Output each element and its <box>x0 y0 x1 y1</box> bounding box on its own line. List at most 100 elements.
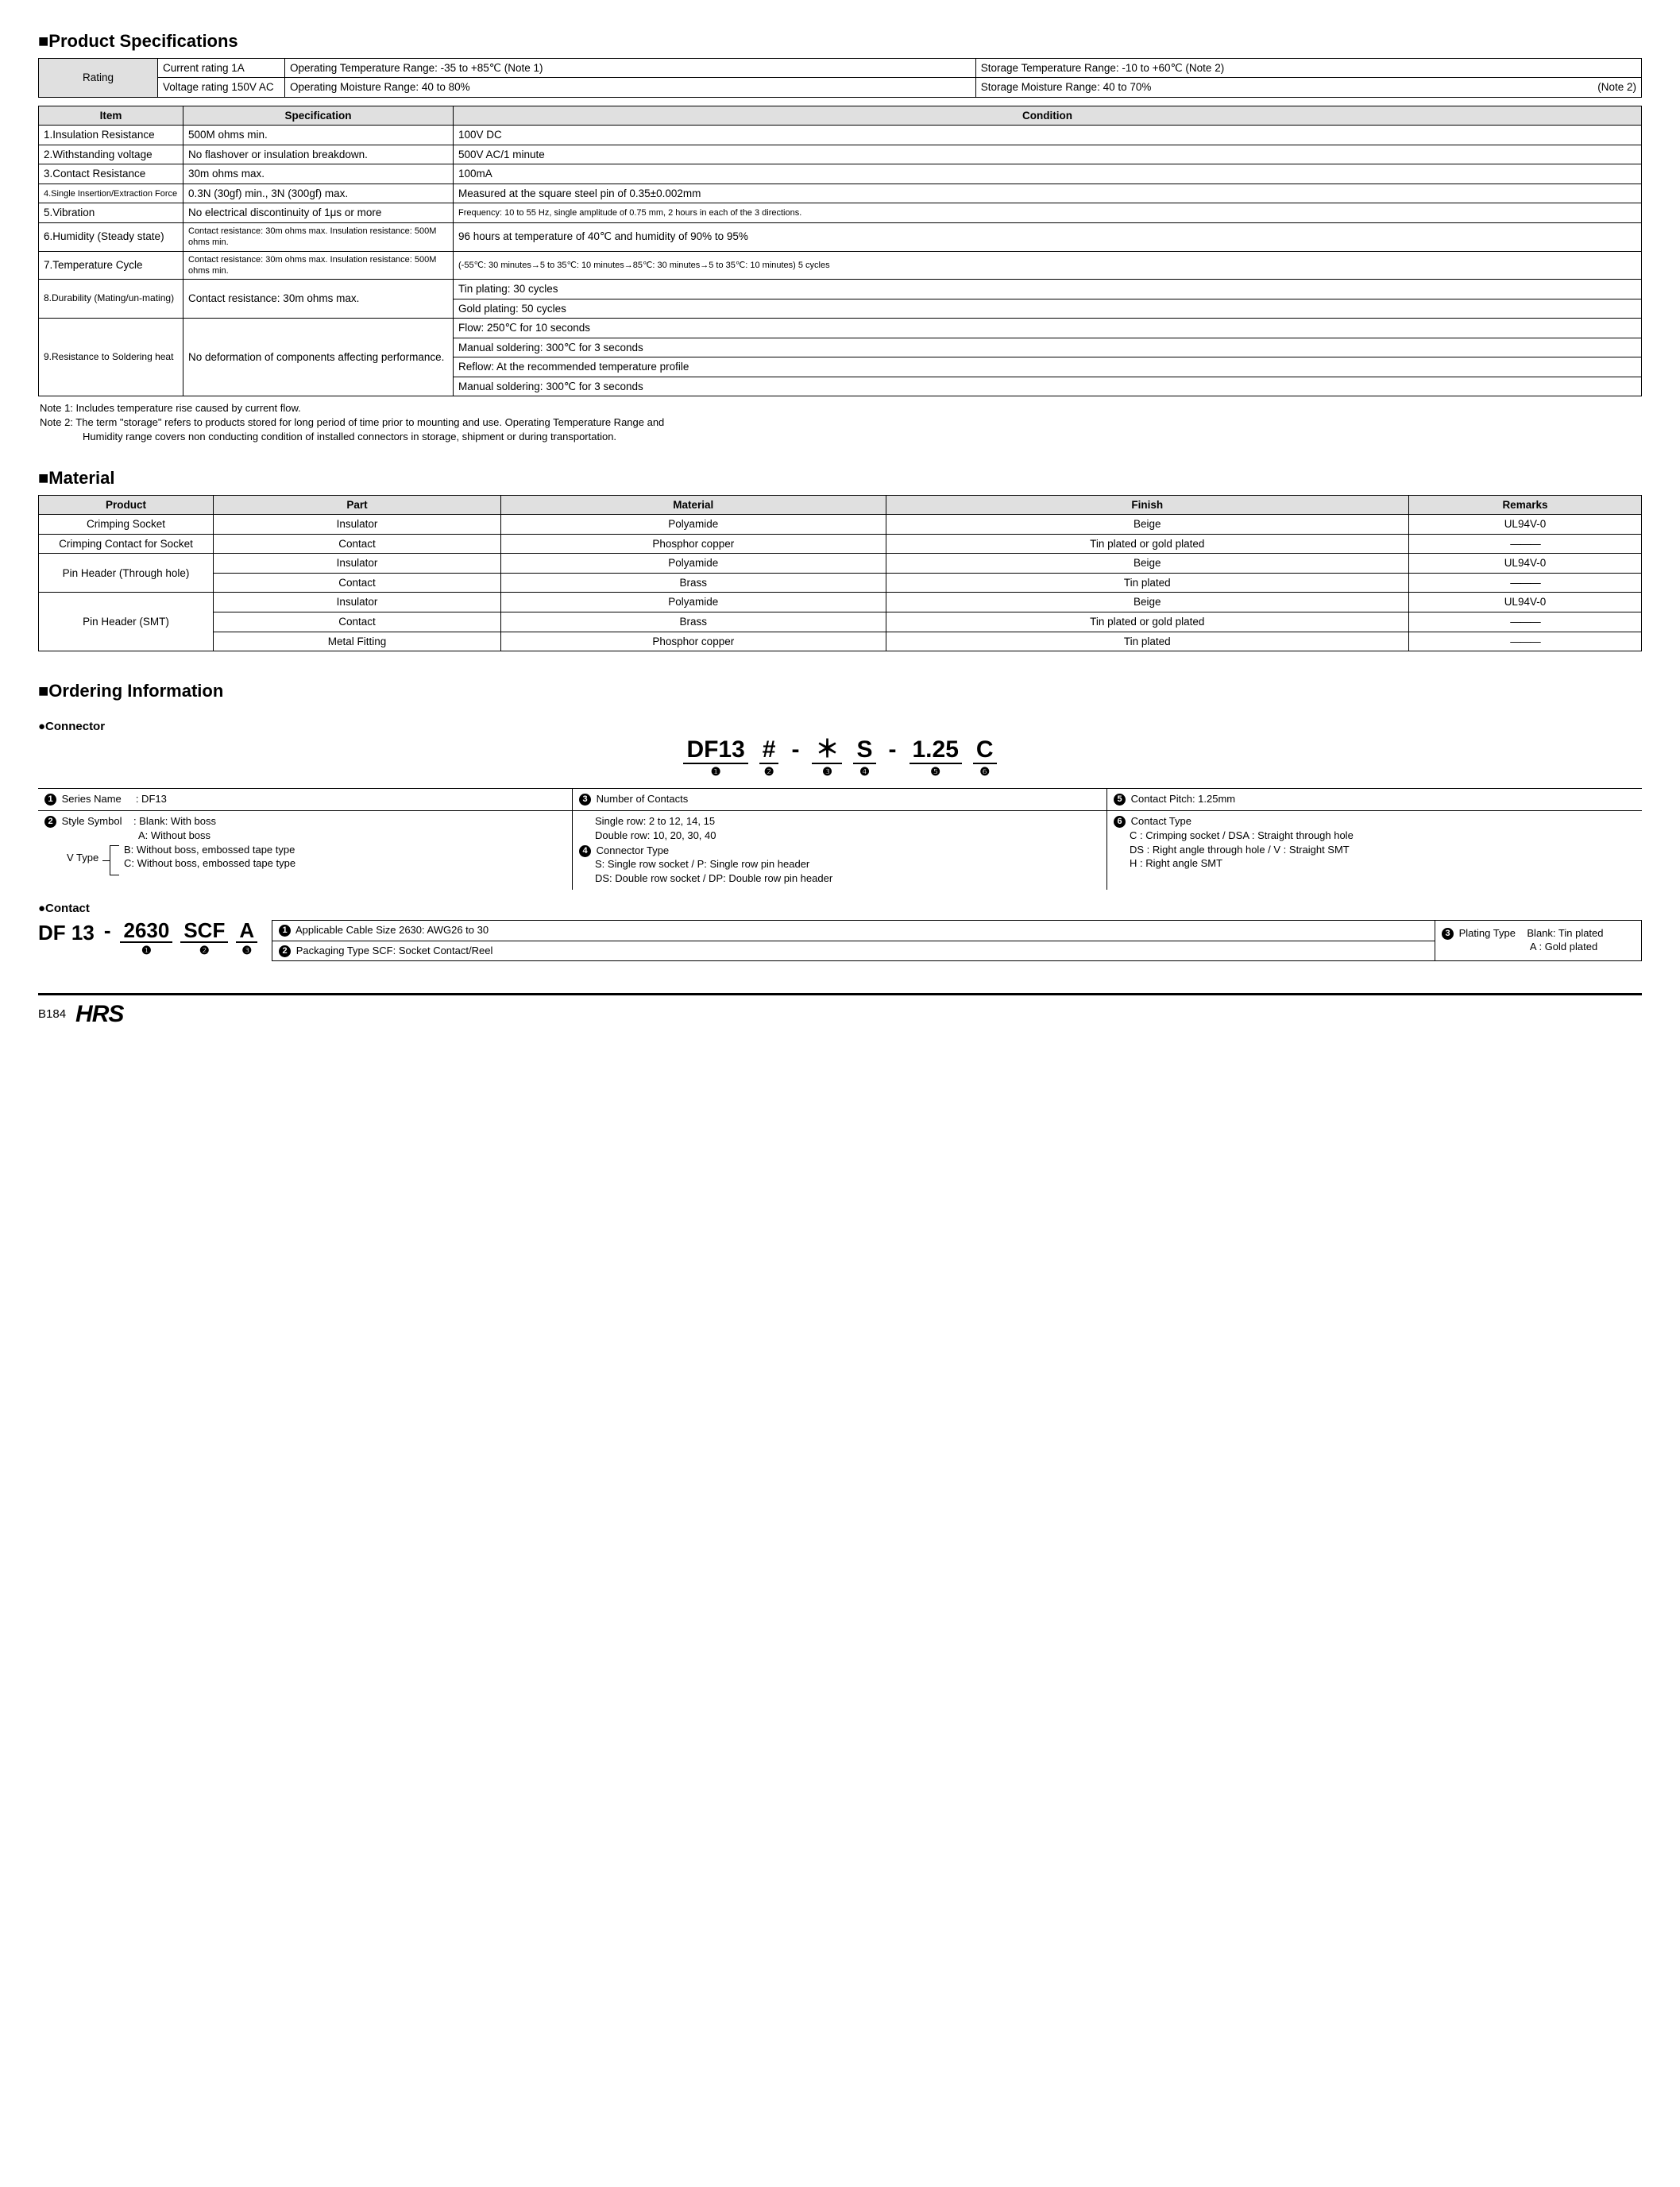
cell: 8.Durability (Mating/un-mating) <box>39 280 183 319</box>
legend-cell: 6 Contact Type C : Crimping socket / DSA… <box>1107 810 1642 890</box>
connector-code: DF13 ❶ # ❷ - ＊ ❸ S ❹ - 1.25 ❺ C ❻ <box>38 737 1642 779</box>
table-row: Crimping Contact for Socket Contact Phos… <box>39 534 1642 554</box>
text: Blank: Tin plated <box>1527 927 1603 939</box>
legend-line: 1 Series Name : DF13 <box>44 793 566 806</box>
vtype-group: V Type B: Without boss, embossed tape ty… <box>44 844 566 871</box>
table-row: Rating Current rating 1A Operating Tempe… <box>39 58 1642 78</box>
text: Storage Moisture Range: 40 to 70% <box>981 81 1152 93</box>
legend-line: 3 Number of Contacts <box>579 793 1100 806</box>
cell: 3.Contact Resistance <box>39 164 183 184</box>
circle-icon: 2 <box>279 945 291 957</box>
cell: Storage Moisture Range: 40 to 70% (Note … <box>975 78 1641 98</box>
code-text: DF13 <box>683 737 747 764</box>
code-seg: S ❹ <box>853 737 875 779</box>
cell: Brass <box>501 573 886 593</box>
table-row: 5.Vibration No electrical discontinuity … <box>39 203 1642 223</box>
text: : DF13 <box>136 793 167 805</box>
code-idx: ❶ <box>120 943 172 957</box>
notes: Note 1: Includes temperature rise caused… <box>38 401 1642 443</box>
cell: 9.Resistance to Soldering heat <box>39 319 183 396</box>
text: Plating Type <box>1459 927 1516 939</box>
page-footer: B184 HRS <box>38 993 1642 1030</box>
cell: 100mA <box>454 164 1642 184</box>
cell: UL94V-0 <box>1408 515 1641 535</box>
legend-cell: 2 Style Symbol : Blank: With boss A: Wit… <box>38 810 573 890</box>
cell: 500V AC/1 minute <box>454 145 1642 164</box>
table-row: 2.Withstanding voltage No flashover or i… <box>39 145 1642 164</box>
cell: Tin plating: 30 cycles <box>454 280 1642 299</box>
legend-cell: 1 Series Name : DF13 <box>38 789 573 810</box>
contact-subhead: ●Contact <box>38 901 1642 917</box>
col-header: Part <box>214 495 501 515</box>
cell: Contact <box>214 612 501 632</box>
cell: Insulator <box>214 515 501 535</box>
table-row: 1.Insulation Resistance 500M ohms min. 1… <box>39 126 1642 145</box>
dash: - <box>790 737 801 763</box>
rating-label: Rating <box>39 58 158 97</box>
table-row: 6.Humidity (Steady state) Contact resist… <box>39 222 1642 251</box>
cell: 100V DC <box>454 126 1642 145</box>
cell: Pin Header (Through hole) <box>39 554 214 593</box>
table-row: Crimping Socket Insulator Polyamide Beig… <box>39 515 1642 535</box>
cell: Tin plated or gold plated <box>886 534 1408 554</box>
cell: Pin Header (SMT) <box>39 593 214 651</box>
cell: Polyamide <box>501 554 886 574</box>
text: Contact Type <box>1131 815 1191 827</box>
code-idx: ❸ <box>812 764 842 779</box>
code-seg: ＊ ❸ <box>812 737 842 779</box>
cell: 5.Vibration <box>39 203 183 223</box>
table-row: Contact Brass Tin plated or gold plated … <box>39 612 1642 632</box>
code-seg: C ❻ <box>973 737 997 779</box>
col-header: Condition <box>454 106 1642 126</box>
cell: No electrical discontinuity of 1μs or mo… <box>183 203 454 223</box>
cell: 0.3N (30gf) min., 3N (300gf) max. <box>183 184 454 203</box>
cell: 1 Applicable Cable Size 2630: AWG26 to 3… <box>272 920 1435 941</box>
code-idx: ❸ <box>236 943 257 957</box>
note-line: Note 1: Includes temperature rise caused… <box>40 401 1642 415</box>
bracket-icon <box>110 845 119 875</box>
brand-logo: HRS <box>75 999 123 1030</box>
cell: UL94V-0 <box>1408 554 1641 574</box>
table-row: Metal Fitting Phosphor copper Tin plated… <box>39 632 1642 651</box>
cell: 3 Plating Type Blank: Tin plated A : Gol… <box>1435 920 1642 961</box>
cell: Beige <box>886 593 1408 612</box>
cell: Flow: 250℃ for 10 seconds <box>454 319 1642 338</box>
cell: 7.Temperature Cycle <box>39 251 183 280</box>
legend-line: H : Right angle SMT <box>1114 857 1636 871</box>
cell: Tin plated <box>886 632 1408 651</box>
cell: Contact <box>214 573 501 593</box>
text: Series Name <box>62 793 122 805</box>
cell: Voltage rating 150V AC <box>158 78 285 98</box>
circle-icon: 4 <box>579 845 591 857</box>
col-header: Specification <box>183 106 454 126</box>
cell: Polyamide <box>501 593 886 612</box>
cell: Current rating 1A <box>158 58 285 78</box>
cell: Manual soldering: 300℃ for 3 seconds <box>454 377 1642 396</box>
cell: Beige <box>886 554 1408 574</box>
cell: Insulator <box>214 554 501 574</box>
legend-line: DS: Double row socket / DP: Double row p… <box>579 872 1100 886</box>
contact-legend-table: 1 Applicable Cable Size 2630: AWG26 to 3… <box>272 920 1642 962</box>
cell: Beige <box>886 515 1408 535</box>
rating-table: Rating Current rating 1A Operating Tempe… <box>38 58 1642 98</box>
col-header: Finish <box>886 495 1408 515</box>
cell: Crimping Contact for Socket <box>39 534 214 554</box>
dash: - <box>102 920 113 941</box>
table-row: Product Part Material Finish Remarks <box>39 495 1642 515</box>
cell: 6.Humidity (Steady state) <box>39 222 183 251</box>
section-title-material: ■Material <box>38 467 1642 490</box>
text: A : Gold plated <box>1530 941 1597 952</box>
text: Applicable Cable Size 2630: AWG26 to 30 <box>295 924 489 936</box>
cell: ――― <box>1408 534 1641 554</box>
text: Connector Type <box>597 844 670 856</box>
legend-line: C : Crimping socket / DSA : Straight thr… <box>1114 829 1636 843</box>
cell: Storage Temperature Range: -10 to +60℃ (… <box>975 58 1641 78</box>
cell: Phosphor copper <box>501 534 886 554</box>
circle-icon: 3 <box>579 794 591 806</box>
legend-line: 4 Connector Type <box>579 844 1100 858</box>
cell: UL94V-0 <box>1408 593 1641 612</box>
code-seg: DF 13 <box>38 920 95 947</box>
cell: (-55℃: 30 minutes→5 to 35℃: 10 minutes→8… <box>454 251 1642 280</box>
circle-icon: 3 <box>1442 928 1454 940</box>
code-seg: A ❸ <box>236 920 257 957</box>
